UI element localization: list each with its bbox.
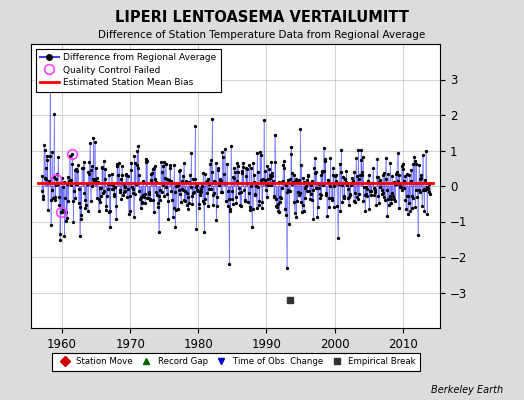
Legend: Station Move, Record Gap, Time of Obs. Change, Empirical Break: Station Move, Record Gap, Time of Obs. C… [52,353,420,370]
Text: LIPERI LENTOASEMA VERTAILUMITT: LIPERI LENTOASEMA VERTAILUMITT [115,10,409,25]
Text: Difference of Station Temperature Data from Regional Average: Difference of Station Temperature Data f… [99,30,425,40]
Text: Berkeley Earth: Berkeley Earth [431,385,503,395]
